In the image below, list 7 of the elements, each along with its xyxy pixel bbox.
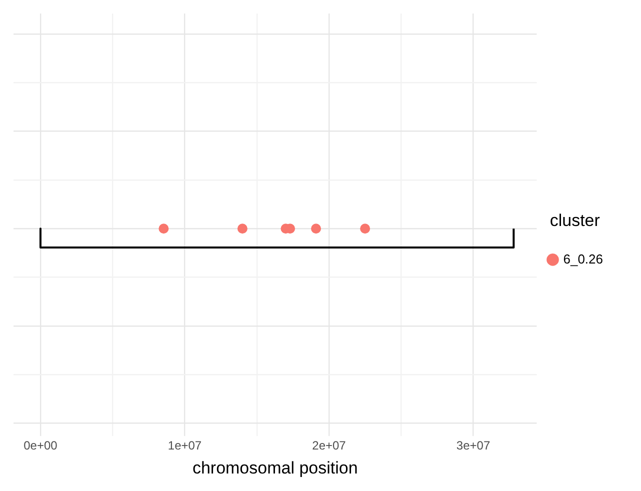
x-tick-label: 3e+07 [456, 438, 490, 453]
legend-label: 6_0.26 [563, 251, 604, 266]
x-axis-title: chromosomal position [192, 458, 358, 478]
x-tick-label: 2e+07 [312, 438, 346, 453]
x-tick-label: 0e+00 [24, 438, 58, 453]
x-tick-label: 1e+07 [168, 438, 202, 453]
legend-title: cluster [550, 210, 600, 230]
